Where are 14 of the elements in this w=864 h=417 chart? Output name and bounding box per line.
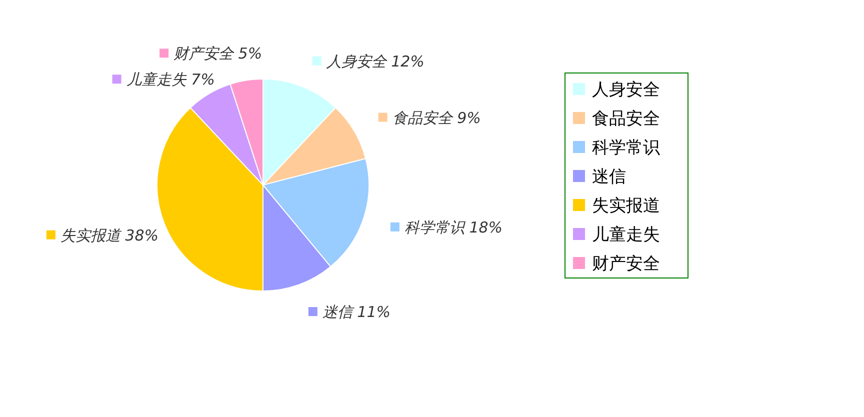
category-label: 失实报道 38% (60, 226, 159, 244)
category-label: 人身安全 12% (326, 52, 424, 70)
category-label: 食品安全 9% (392, 108, 481, 127)
legend-label: 人身安全 (592, 80, 660, 100)
legend-label: 儿童走失 (592, 225, 660, 245)
legend-label: 失实报道 (592, 196, 660, 216)
legend-label: 迷信 (592, 167, 626, 187)
legend-label: 财产安全 (592, 254, 660, 274)
category-label: 财产安全 5% (174, 44, 262, 63)
legend-label: 食品安全 (592, 109, 660, 129)
category-label: 儿童走失 7% (126, 70, 215, 89)
category-label: 科学常识 18% (404, 218, 503, 236)
legend-label: 科学常识 (592, 138, 660, 158)
category-label: 迷信 11% (322, 303, 390, 322)
